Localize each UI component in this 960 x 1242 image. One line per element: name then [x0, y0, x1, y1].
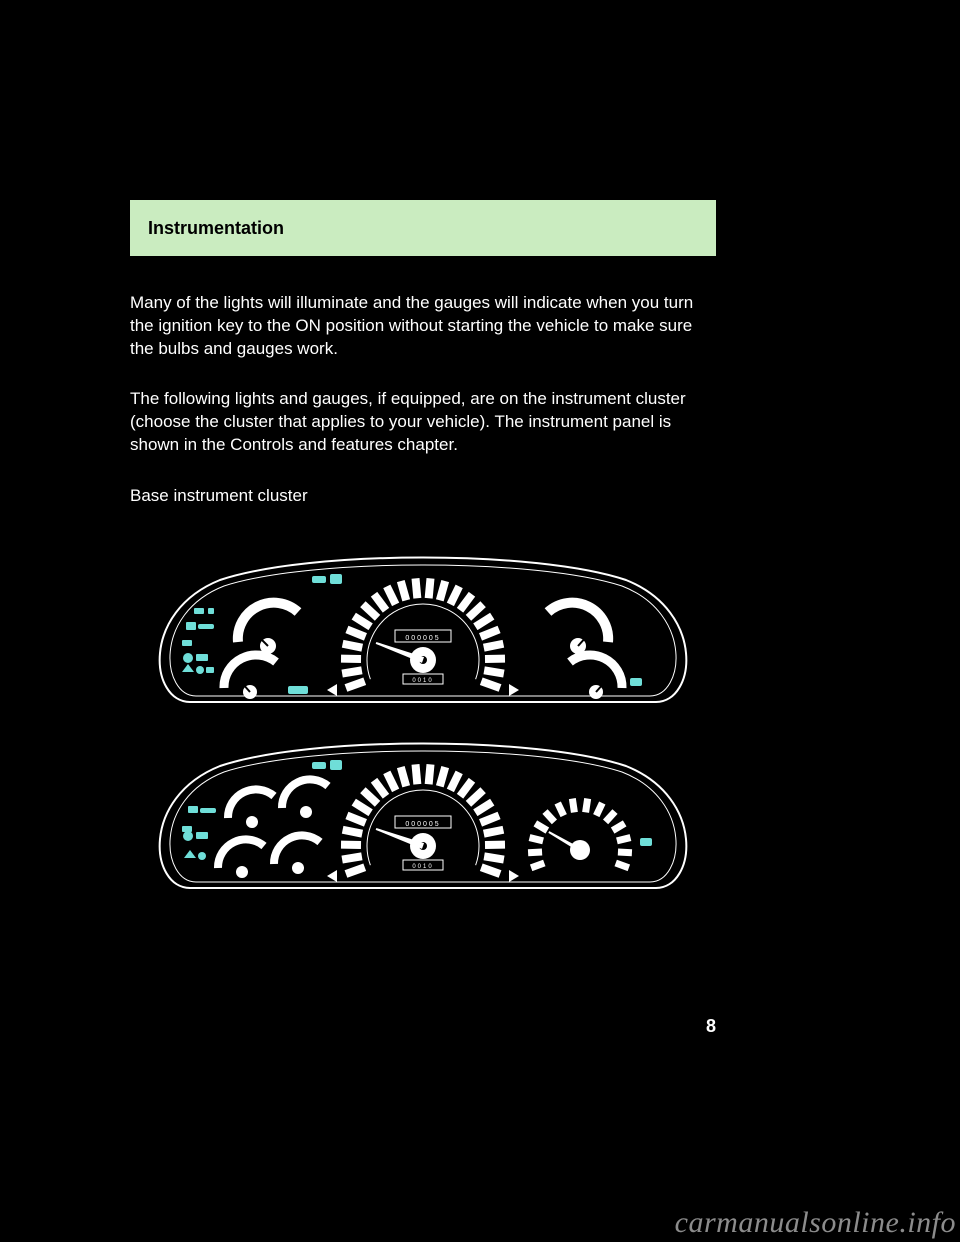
section-title: Instrumentation [148, 218, 284, 239]
indicator-icon-bottom [288, 686, 308, 694]
left-gauges [224, 603, 298, 699]
speedometer: 000005 0010 [327, 764, 519, 882]
svg-text:0010: 0010 [412, 864, 433, 870]
indicator-icon-right [630, 678, 642, 686]
paragraph-1: Many of the lights will illuminate and t… [130, 292, 716, 361]
paragraph-3: Base instrument cluster [130, 485, 716, 508]
tachometer [528, 799, 632, 868]
instrument-cluster-variant-1: 000005 0010 [130, 552, 716, 722]
indicator-icons-left [182, 608, 214, 674]
left-gauges-quad [218, 779, 328, 878]
indicator-icons-top [312, 760, 342, 770]
page-number: 8 [706, 1016, 716, 1037]
cluster1-svg: 000005 0010 [130, 552, 716, 722]
indicator-icon-right [640, 838, 652, 846]
svg-text:000005: 000005 [405, 821, 440, 828]
paragraph-2: The following lights and gauges, if equi… [130, 388, 716, 457]
watermark: carmanualsonline.info [671, 1204, 960, 1242]
instrument-cluster-variant-2: 000005 0010 [130, 738, 716, 908]
trip-odometer: 0010 [412, 678, 433, 684]
cluster2-svg: 000005 0010 [130, 738, 716, 908]
right-gauges [548, 603, 622, 699]
odometer: 000005 [405, 635, 440, 642]
indicator-icons-left [182, 806, 216, 860]
speedometer: 000005 0010 [327, 578, 519, 696]
indicator-icons-top [312, 574, 342, 584]
section-header-bar: Instrumentation [130, 200, 716, 256]
